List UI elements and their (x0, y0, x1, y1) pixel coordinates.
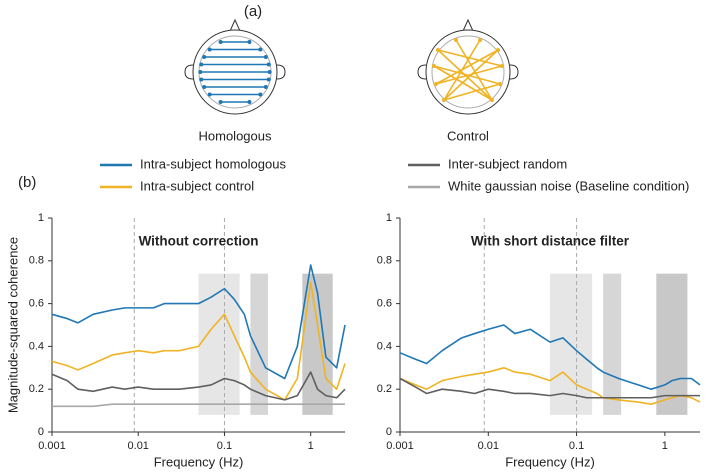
electrode (266, 77, 271, 82)
y-tick-label: 0.4 (377, 340, 392, 352)
frequency-band (198, 273, 240, 415)
series-line (399, 377, 700, 399)
connection (443, 49, 499, 101)
electrode (263, 85, 268, 89)
head-diagrams (184, 18, 519, 115)
chart-title: With short distance filter (471, 234, 630, 249)
electrode (500, 64, 504, 68)
electrode (498, 82, 502, 86)
y-tick-label: 0.2 (29, 383, 44, 395)
series-line (399, 324, 701, 390)
legend-label: Intra-subject homologous (140, 156, 286, 171)
ear (276, 64, 286, 80)
connection (435, 49, 499, 85)
electrode (247, 100, 252, 104)
legend-label: Inter-subject random (448, 156, 567, 171)
y-tick-label: 0.6 (29, 298, 44, 310)
x-axis-label: Frequency (Hz) (505, 454, 595, 469)
chart-title: Without correction (139, 234, 259, 249)
series-line (399, 367, 701, 405)
head-label: Homologous (199, 128, 272, 143)
electrode (199, 62, 204, 67)
series-line (52, 403, 345, 408)
connection (443, 83, 501, 101)
y-tick-label: 0.6 (377, 298, 392, 310)
y-tick-label: 0 (38, 426, 44, 438)
electrode (432, 64, 436, 68)
y-tick-label: 0 (386, 426, 392, 438)
panel-label: (a) (244, 3, 262, 20)
x-tick-label: 0.01 (478, 440, 499, 452)
nose (229, 18, 241, 32)
connection (433, 65, 493, 101)
y-tick-label: 0.2 (377, 383, 392, 395)
head-inner (431, 35, 505, 109)
ear (417, 64, 427, 80)
series-line (51, 264, 346, 380)
electrode (258, 92, 263, 97)
electrode (198, 70, 203, 74)
electrode (436, 48, 440, 52)
x-tick-label: 1 (308, 440, 314, 452)
frequency-band (656, 273, 688, 415)
frequency-band (550, 273, 593, 415)
electrode (199, 77, 204, 82)
electrode (266, 62, 271, 67)
electrode (490, 98, 494, 102)
series-line (51, 281, 346, 401)
legend: Intra-subject homologous Intra-subject co… (100, 156, 689, 193)
panel-label: (b) (18, 174, 36, 191)
x-axis-label: Frequency (Hz) (154, 454, 244, 469)
x-tick-label: 0.01 (128, 440, 149, 452)
y-tick-label: 1 (38, 212, 44, 224)
electrode (478, 38, 482, 42)
x-tick-label: 0.001 (386, 440, 414, 452)
electrode (258, 47, 263, 52)
connection (443, 39, 481, 101)
electrode (202, 55, 207, 59)
electrode (218, 40, 223, 44)
x-tick-label: 0.001 (38, 440, 66, 452)
y-tick-label: 0.8 (377, 255, 392, 267)
legend-label: Intra-subject control (140, 178, 254, 193)
ear (184, 64, 194, 80)
electrode (442, 98, 446, 102)
frequency-band (603, 273, 622, 415)
x-tick-label: 1 (662, 440, 668, 452)
ear (509, 64, 519, 80)
y-axis-label: Magnitude-squared coherence (5, 237, 20, 413)
y-tick-label: 1 (386, 212, 392, 224)
electrode (207, 47, 212, 52)
y-tick-label: 0.4 (29, 340, 44, 352)
electrode (207, 92, 212, 97)
head-label: Control (447, 128, 489, 143)
electrode (263, 55, 268, 59)
x-tick-label: 0.1 (569, 440, 584, 452)
nose (462, 18, 474, 32)
x-tick-label: 0.1 (217, 440, 232, 452)
series-line (51, 371, 346, 401)
y-tick-label: 0.8 (29, 255, 44, 267)
electrode (218, 100, 223, 104)
connection (435, 65, 503, 85)
legend-label: White gaussian noise (Baseline condition… (448, 178, 689, 193)
electrode (434, 82, 438, 86)
electrode (496, 48, 500, 52)
frequency-band (250, 273, 269, 415)
head (425, 29, 511, 115)
connection (455, 39, 493, 101)
electrode (247, 40, 252, 44)
electrode (267, 70, 272, 74)
electrode (454, 38, 458, 42)
electrode (202, 85, 207, 89)
